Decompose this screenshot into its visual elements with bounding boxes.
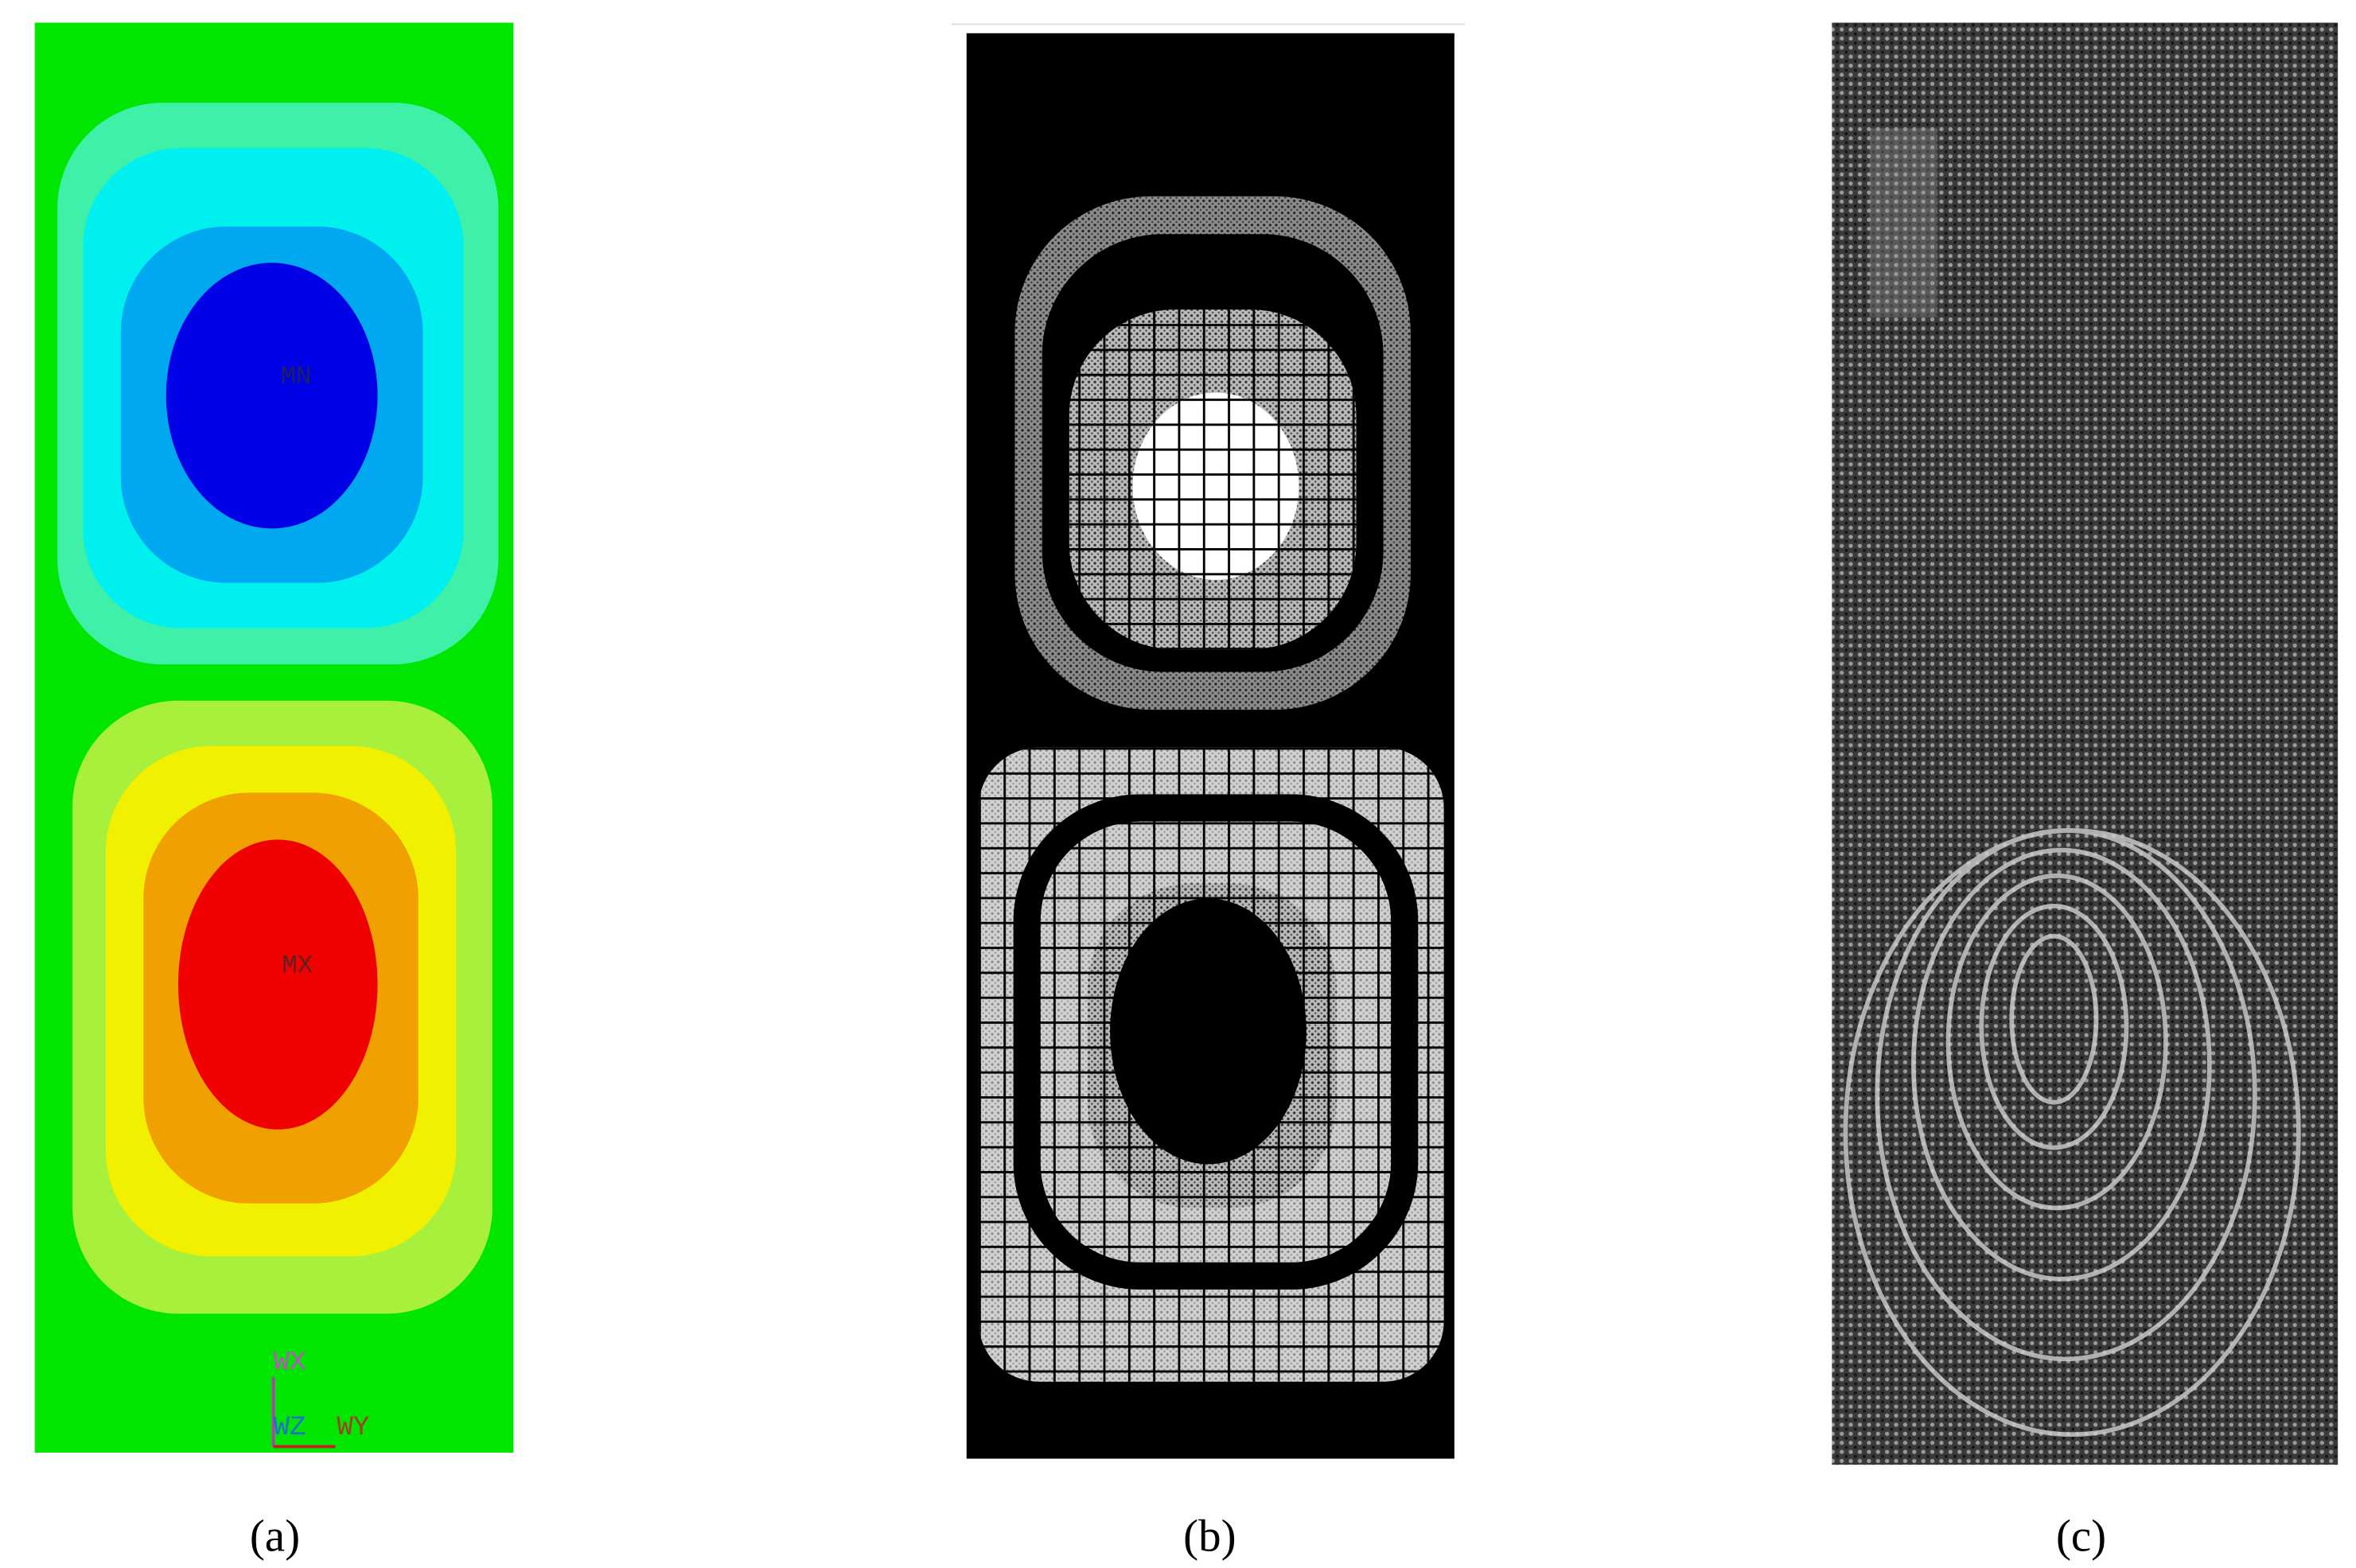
axis-label: WZ	[274, 1413, 306, 1443]
axis-label: WX	[274, 1348, 306, 1379]
contour	[166, 263, 378, 529]
panel-caption: (b)	[1183, 1511, 1236, 1561]
annotation: MN	[281, 362, 312, 391]
panel-caption: (a)	[250, 1511, 300, 1561]
grid	[1132, 392, 1299, 580]
speckle	[1869, 128, 1938, 317]
plate	[1832, 22, 2338, 1465]
contour	[177, 839, 378, 1130]
panel-c	[1832, 22, 2338, 1465]
fringes	[1843, 828, 2301, 1438]
axis-label: WY	[337, 1413, 369, 1443]
panel-caption: (c)	[2056, 1511, 2106, 1561]
panel-b	[951, 23, 1466, 1459]
grid	[978, 747, 1444, 1382]
panel-a: MN MX WX WZ WY	[34, 22, 514, 1453]
annotation: MX	[282, 951, 313, 980]
